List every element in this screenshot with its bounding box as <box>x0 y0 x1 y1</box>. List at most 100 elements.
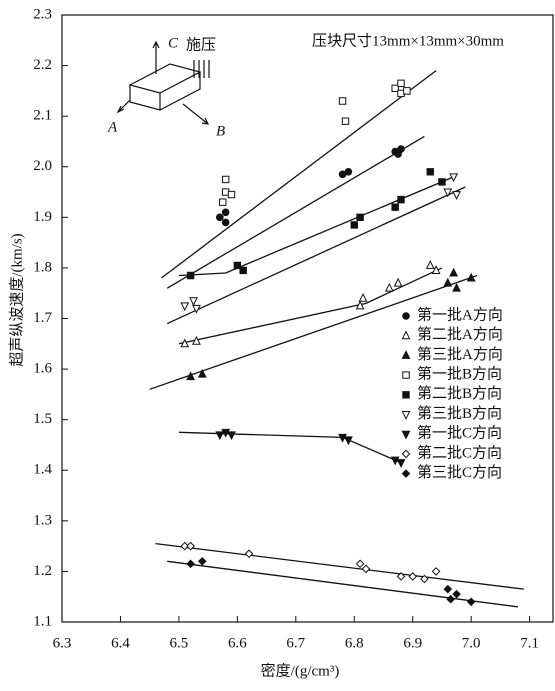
y-tick-label: 1.5 <box>33 411 52 427</box>
point <box>443 188 453 198</box>
point <box>186 559 195 569</box>
annotation: 压块尺寸13mm×13mm×30mm <box>312 32 504 49</box>
inset-press: 施压 <box>186 36 216 53</box>
fit-line <box>160 70 437 279</box>
y-tick-label: 1.6 <box>33 361 52 377</box>
y-tick-label: 1.2 <box>33 563 52 579</box>
y-tick-label: 1.8 <box>33 259 52 275</box>
x-tick-label: 6.7 <box>286 635 305 651</box>
point <box>431 567 441 576</box>
point <box>397 89 405 98</box>
legend-label: 第二批B方向 <box>417 384 502 402</box>
y-tick-label: 1.3 <box>33 512 52 528</box>
legend-label: 第一批B方向 <box>417 365 502 383</box>
y-tick-label: 1.1 <box>33 613 52 629</box>
y-tick-label: 1.7 <box>33 310 52 326</box>
x-tick-label: 6.5 <box>170 635 189 651</box>
legend-marker <box>402 312 410 320</box>
y-tick-label: 2.3 <box>33 6 52 22</box>
fit-line <box>167 560 519 608</box>
point <box>338 97 347 105</box>
point <box>239 266 247 275</box>
point <box>420 574 429 584</box>
point <box>408 572 418 581</box>
point <box>341 117 350 125</box>
point <box>180 541 190 551</box>
point <box>186 371 196 381</box>
point <box>452 589 461 599</box>
point <box>466 272 476 282</box>
point <box>443 584 453 594</box>
x-tick-label: 6.4 <box>111 635 130 651</box>
point <box>189 297 198 307</box>
legend-marker <box>401 449 411 459</box>
point <box>438 178 446 186</box>
fit-line <box>166 186 466 325</box>
point <box>216 213 224 222</box>
y-tick-label: 2.2 <box>33 57 52 73</box>
legend-marker <box>402 391 410 399</box>
legend-marker <box>401 430 411 440</box>
legend-marker <box>401 350 411 359</box>
x-tick-label: 6.8 <box>345 635 364 651</box>
point <box>393 277 403 287</box>
point <box>361 564 371 574</box>
point <box>425 260 435 269</box>
point <box>397 195 405 204</box>
point <box>221 208 230 217</box>
point <box>219 198 227 206</box>
point <box>186 271 195 280</box>
inset-a: A <box>107 119 118 135</box>
point <box>391 203 399 211</box>
point <box>338 433 347 443</box>
point <box>390 456 400 466</box>
point <box>192 304 201 314</box>
point <box>384 282 394 292</box>
point <box>355 300 365 310</box>
legend-label: 第二批A方向 <box>417 325 503 343</box>
point <box>197 556 207 566</box>
point <box>221 428 231 438</box>
x-tick-label: 6.3 <box>53 635 72 651</box>
y-axis-title: 超声纵波速度/(km/s) <box>7 233 25 366</box>
fit-line <box>149 274 478 390</box>
point <box>403 87 411 95</box>
point <box>350 221 358 229</box>
fit-line <box>178 431 402 464</box>
point <box>397 145 405 153</box>
point <box>443 277 453 287</box>
point <box>192 335 201 345</box>
point <box>180 302 190 312</box>
point <box>396 572 406 581</box>
fit-line <box>178 267 443 345</box>
point <box>344 436 353 446</box>
point <box>449 173 459 183</box>
inset-b: B <box>216 123 225 139</box>
x-tick-label: 6.9 <box>403 635 422 651</box>
fit-line <box>166 135 425 289</box>
point <box>221 218 230 227</box>
inset-block <box>116 40 210 125</box>
point <box>452 282 461 292</box>
point <box>397 79 405 87</box>
point <box>466 597 476 607</box>
legend-label: 第三批B方向 <box>417 404 502 422</box>
point <box>244 549 254 559</box>
point <box>215 431 225 441</box>
point <box>452 191 461 200</box>
legend-marker <box>401 330 411 340</box>
legend-label: 第三批C方向 <box>417 463 502 481</box>
point <box>426 168 434 176</box>
legend-marker <box>401 469 411 478</box>
x-tick-label: 7.1 <box>520 635 539 651</box>
legend-marker <box>402 371 410 379</box>
point <box>186 541 195 551</box>
y-tick-label: 1.4 <box>33 462 52 478</box>
point <box>180 338 190 348</box>
x-tick-label: 7.0 <box>462 635 481 651</box>
point <box>227 431 236 441</box>
y-tick-label: 2.1 <box>33 108 52 124</box>
point <box>356 213 364 222</box>
point <box>446 594 456 604</box>
